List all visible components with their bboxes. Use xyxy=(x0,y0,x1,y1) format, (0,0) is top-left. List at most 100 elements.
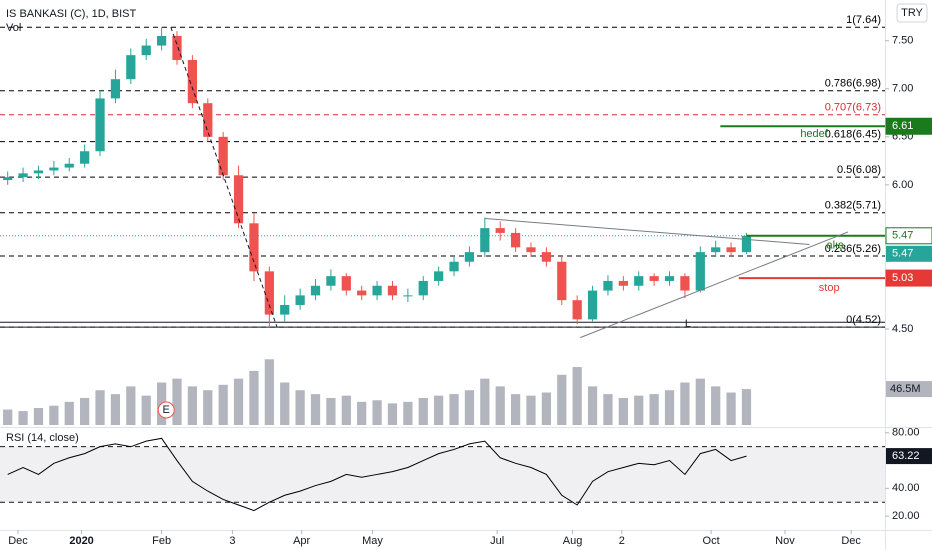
volume-bar xyxy=(80,397,90,425)
rsi-tick-label: 40.00 xyxy=(892,482,920,494)
candle-body xyxy=(618,280,628,286)
candle-body xyxy=(64,163,74,168)
volume-bar xyxy=(280,382,290,425)
candle-body xyxy=(434,271,444,281)
candle-body xyxy=(33,170,44,174)
candle-body xyxy=(172,35,182,60)
volume-bar xyxy=(695,378,705,425)
x-tick-label: Dec xyxy=(841,535,861,547)
volume-bar xyxy=(233,378,244,425)
volume-bar xyxy=(203,390,213,425)
rsi-last-label: 63.22 xyxy=(892,450,920,462)
rsi-line xyxy=(7,437,747,512)
candle-body xyxy=(711,247,721,253)
candle-body xyxy=(126,55,136,80)
level-label: stop xyxy=(819,282,840,294)
volume-bar xyxy=(418,397,428,425)
candle-body xyxy=(649,276,659,281)
volume-bar xyxy=(326,397,336,425)
y-tick-label: 7.50 xyxy=(892,35,913,47)
x-tick-label: Oct xyxy=(703,535,720,547)
trendline xyxy=(484,218,810,245)
candle-body xyxy=(572,300,582,320)
chart-title: IS BANKASI (C), 1D, BIST xyxy=(6,8,136,20)
last-price-label: 5.47 xyxy=(892,248,913,260)
rsi-tick-label: 80.00 xyxy=(892,427,920,439)
volume-bar xyxy=(110,394,121,425)
candle-body xyxy=(95,98,105,152)
volume-bar xyxy=(387,403,398,425)
volume-bar xyxy=(449,394,459,425)
volume-bar xyxy=(726,392,736,425)
candle-body xyxy=(695,252,705,291)
candle-body xyxy=(680,276,690,291)
volume-bar xyxy=(18,411,28,425)
volume-bar xyxy=(526,395,536,425)
y-tick-label: 7.00 xyxy=(892,83,913,95)
volume-bar xyxy=(541,392,552,425)
level-label: alış xyxy=(826,240,844,252)
volume-bar xyxy=(403,401,413,425)
x-tick-label: May xyxy=(362,535,383,547)
last-price-tag xyxy=(886,245,932,262)
volume-bar xyxy=(711,386,721,425)
candle-body xyxy=(418,280,428,296)
volume-bar xyxy=(587,386,598,425)
candle-body xyxy=(357,290,367,296)
candle-body xyxy=(464,252,475,262)
candle-body xyxy=(387,285,398,296)
candle-body xyxy=(510,232,521,248)
candle-body xyxy=(341,276,351,291)
volume-bar xyxy=(141,395,151,425)
volume-bar xyxy=(218,384,228,425)
x-tick-label: Jul xyxy=(490,535,504,547)
candle-body xyxy=(480,228,490,253)
volume-bar xyxy=(434,395,444,425)
volume-bar xyxy=(464,390,475,425)
level-value: 5.03 xyxy=(892,272,913,284)
candle-body xyxy=(403,295,413,297)
volume-bar xyxy=(480,378,490,425)
level-value: 5.47 xyxy=(892,230,913,242)
trendline xyxy=(580,231,849,339)
x-tick-label: 3 xyxy=(229,535,235,547)
level-value: 6.61 xyxy=(892,120,913,132)
candle-body xyxy=(49,167,59,171)
volume-bar xyxy=(95,390,105,425)
volume-bar xyxy=(664,390,675,425)
candle-body xyxy=(233,175,244,224)
candle-body xyxy=(264,271,274,315)
candle-body xyxy=(557,261,567,301)
candle-body xyxy=(664,276,675,281)
volume-bar xyxy=(64,401,74,425)
candle-body xyxy=(218,136,228,176)
currency[interactable]: TRY xyxy=(901,7,923,19)
candle-body xyxy=(141,45,151,56)
volume-bar xyxy=(357,401,367,425)
x-tick-label: 2 xyxy=(619,535,625,547)
rsi-title: RSI (14, close) xyxy=(6,432,79,444)
candle-body xyxy=(80,151,90,164)
fib-label: 0.382(5.71) xyxy=(825,200,881,212)
volume-bar xyxy=(264,359,274,425)
candle-body xyxy=(603,280,613,291)
y-tick-label: 6.00 xyxy=(892,179,913,191)
volume-bar xyxy=(649,394,659,425)
fib-label: 0.5(6.08) xyxy=(837,164,881,176)
fib-label: 0.618(6.45) xyxy=(825,129,881,141)
rsi-tag xyxy=(886,448,932,465)
x-tick-label: Feb xyxy=(152,535,171,547)
level-tag xyxy=(885,269,932,287)
fib-label: 0.236(5.26) xyxy=(825,243,881,255)
candle-body xyxy=(587,290,598,320)
currency-box[interactable] xyxy=(896,3,928,23)
x-tick-label: Nov xyxy=(775,535,795,547)
candle-body xyxy=(249,223,259,272)
y-tick-label: 4.50 xyxy=(892,323,913,335)
candle-body xyxy=(741,235,752,253)
x-tick-label: Dec xyxy=(8,535,28,547)
x-tick-label: Apr xyxy=(293,535,310,547)
volume-bar xyxy=(310,394,321,425)
candle-body xyxy=(203,103,213,137)
volume-bar xyxy=(634,395,644,425)
